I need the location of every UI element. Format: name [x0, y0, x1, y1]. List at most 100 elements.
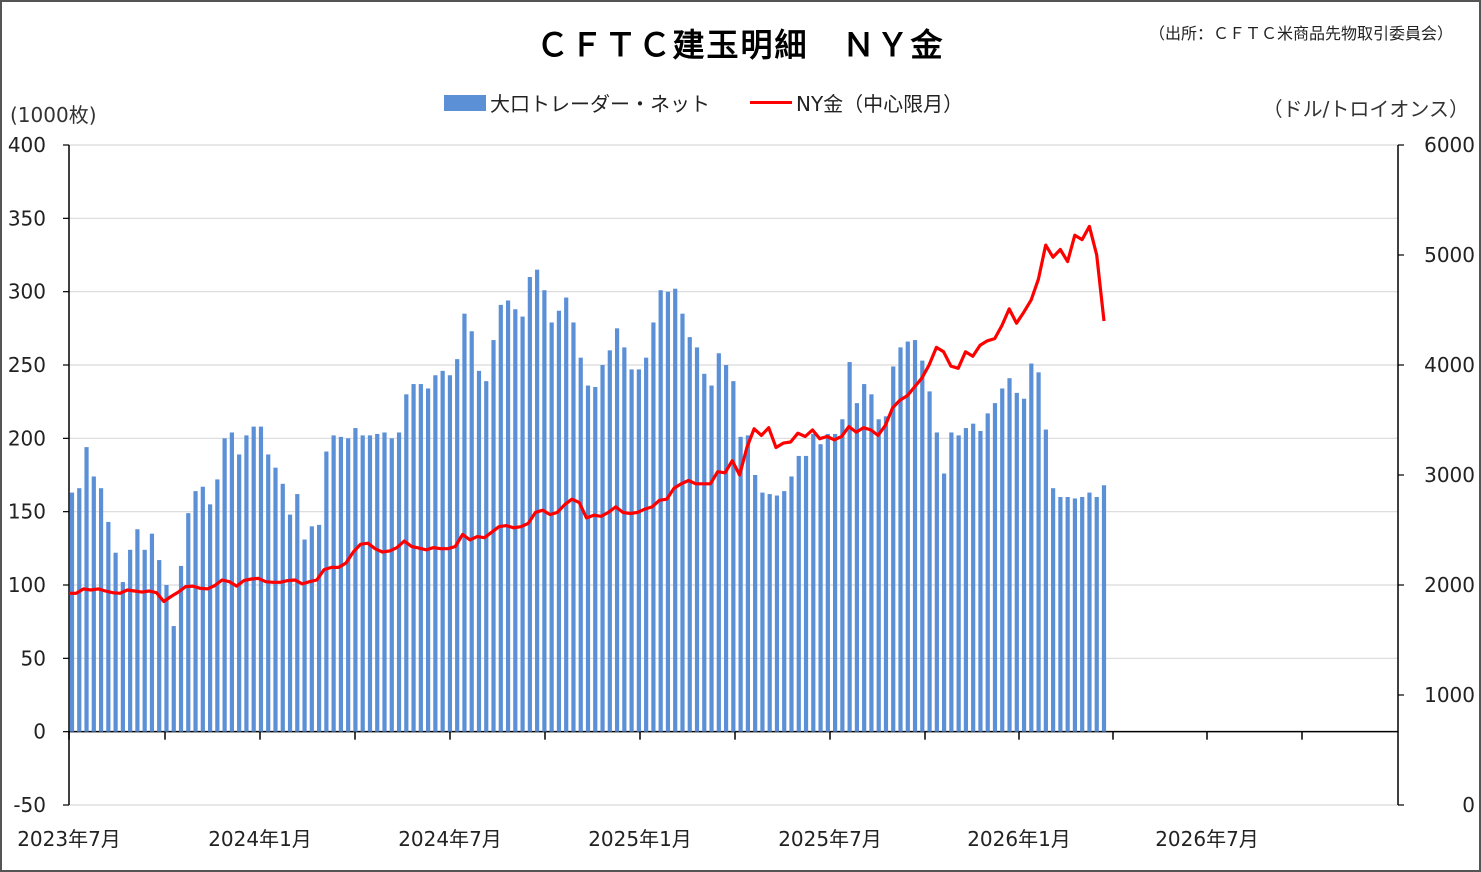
- bar: [789, 476, 794, 732]
- chart-title: ＣＦＴＣ建玉明細 ＮＹ金: [536, 26, 945, 64]
- bar: [164, 585, 169, 732]
- bar: [135, 529, 140, 732]
- bar: [113, 552, 118, 732]
- legend-label-gold-price: NY金（中心限月）: [796, 92, 964, 116]
- gold-price-line: [69, 224, 1106, 604]
- bar: [1029, 363, 1034, 732]
- bar: [738, 436, 743, 732]
- bar: [927, 391, 932, 732]
- x-tick-label: 2026年1月: [967, 827, 1071, 851]
- bar: [934, 432, 939, 732]
- bar: [266, 454, 271, 732]
- bar: [571, 322, 576, 732]
- bar: [1007, 378, 1012, 732]
- bar: [157, 560, 162, 732]
- bar: [69, 492, 75, 732]
- bar: [1058, 497, 1063, 732]
- bar: [404, 394, 409, 732]
- bar: [665, 291, 671, 732]
- bar: [149, 533, 155, 732]
- bar: [614, 328, 620, 732]
- bar: [869, 394, 874, 732]
- bar: [367, 435, 373, 732]
- bar: [694, 347, 700, 732]
- bar: [658, 290, 663, 732]
- bar: [753, 475, 758, 732]
- left-tick-label: 400: [8, 133, 46, 157]
- right-tick-label: 0: [1462, 793, 1475, 817]
- bar: [912, 340, 918, 732]
- x-tick-label: 2024年1月: [208, 827, 312, 851]
- legend-label-net-position: 大口トレーダー・ネット: [490, 92, 710, 116]
- bar: [673, 288, 678, 732]
- bar: [207, 504, 213, 732]
- bar: [106, 521, 111, 732]
- bar: [171, 626, 176, 732]
- bar: [353, 428, 358, 732]
- bar: [120, 582, 125, 732]
- bar: [564, 297, 569, 732]
- bar: [98, 488, 104, 732]
- bar: [731, 381, 736, 732]
- bar: [520, 316, 525, 732]
- bar: [607, 350, 612, 732]
- left-tick-label: 50: [21, 646, 46, 670]
- bar: [811, 433, 816, 732]
- bar: [556, 310, 562, 732]
- bar: [978, 431, 983, 732]
- bar: [629, 369, 634, 732]
- tick-labels: -500501001502002503003504000100020003000…: [8, 133, 1475, 851]
- bar-series-net-position: [69, 269, 1107, 732]
- x-tick-label: 2025年1月: [588, 827, 692, 851]
- bar: [687, 337, 692, 732]
- left-tick-label: 350: [8, 206, 46, 230]
- bar: [774, 495, 780, 732]
- bar: [883, 416, 889, 732]
- bar: [1094, 497, 1099, 732]
- bar: [891, 366, 896, 732]
- bar: [593, 387, 598, 732]
- left-tick-label: 200: [8, 426, 46, 450]
- left-tick-label: 250: [8, 353, 46, 377]
- right-tick-label: 6000: [1424, 133, 1475, 157]
- bar: [767, 494, 772, 732]
- bar: [840, 419, 845, 732]
- bar: [898, 347, 903, 732]
- bar: [854, 403, 860, 732]
- bar: [723, 365, 729, 732]
- bar: [273, 467, 278, 732]
- bar: [186, 513, 191, 732]
- bar: [942, 473, 947, 732]
- bar: [992, 403, 998, 732]
- bar: [796, 455, 801, 732]
- bar: [644, 357, 649, 732]
- legend: 大口トレーダー・ネット NY金（中心限月）: [444, 88, 1003, 117]
- x-tick-label: 2023年7月: [17, 827, 121, 851]
- bar: [491, 340, 496, 732]
- bar: [244, 435, 249, 732]
- x-tick-label: 2026年7月: [1155, 827, 1259, 851]
- bar: [1087, 492, 1092, 732]
- bar: [375, 433, 380, 732]
- bar: [338, 436, 344, 732]
- bar: [128, 549, 133, 732]
- left-tick-label: 150: [8, 500, 46, 524]
- bar: [760, 492, 765, 732]
- bar: [847, 362, 852, 732]
- bar: [585, 385, 591, 732]
- bar: [91, 476, 96, 732]
- bar: [346, 438, 351, 732]
- bar: [1014, 392, 1019, 732]
- axes: [63, 144, 1404, 806]
- bar: [142, 549, 147, 732]
- bar: [651, 322, 656, 732]
- bar: [818, 444, 823, 732]
- right-tick-label: 2000: [1424, 573, 1475, 597]
- bar: [636, 369, 641, 732]
- right-axis-unit: （ドル/トロイオンス）: [1262, 97, 1469, 121]
- bar: [949, 432, 954, 732]
- bar: [433, 375, 438, 732]
- bar: [1080, 497, 1085, 732]
- bar: [1065, 497, 1070, 732]
- bar: [782, 491, 787, 732]
